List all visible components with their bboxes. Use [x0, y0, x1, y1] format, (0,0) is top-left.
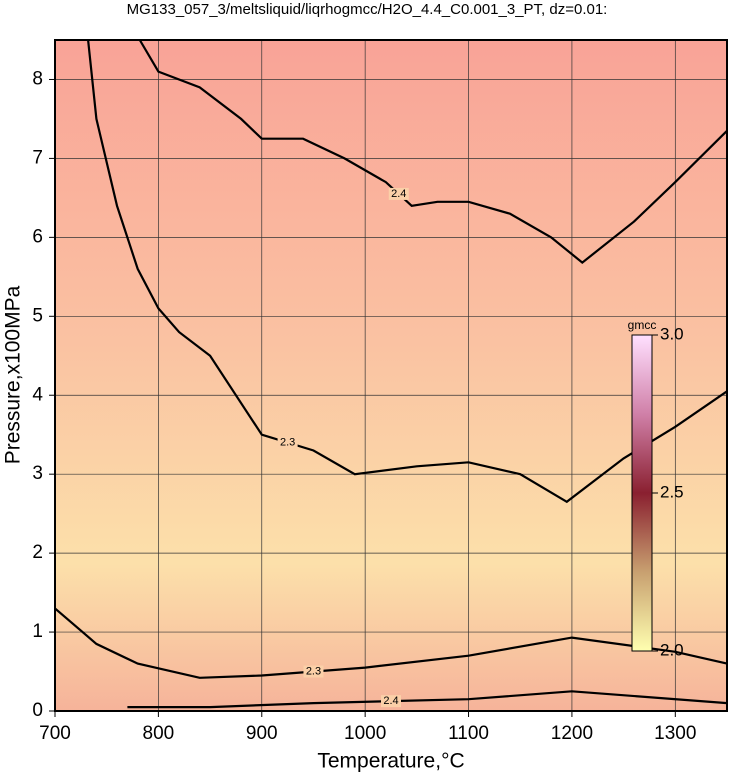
- contour-line: [87, 39, 728, 504]
- y-axis-label: Pressure,x100MPa: [2, 285, 25, 464]
- contour-label: 2.4: [383, 695, 398, 707]
- x-tick-label: 1100: [448, 723, 489, 744]
- contour-label-bg: [277, 436, 298, 449]
- x-tick-label: 700: [39, 723, 71, 744]
- colorbar-tick-label: 3.0: [660, 324, 684, 343]
- chart-title: MG133_057_3/meltsliquid/liqrhogmcc/H2O_4…: [127, 1, 608, 18]
- y-tick-label: 7: [32, 147, 43, 168]
- contour-label-bg: [381, 695, 401, 708]
- y-tick-label: 5: [32, 305, 43, 326]
- y-tick-label: 1: [32, 621, 43, 642]
- x-tick-label: 1300: [654, 723, 696, 744]
- colorbar: [631, 334, 653, 652]
- contour-line: [138, 39, 728, 265]
- y-tick-label: 8: [32, 68, 43, 89]
- x-tick-label: 1000: [344, 723, 386, 744]
- y-tick-label: 3: [32, 463, 43, 484]
- y-tick-label: 0: [32, 700, 43, 721]
- contour-label: 2.3: [280, 437, 295, 449]
- colorbar-label: gmcc: [628, 318, 657, 332]
- contour-label: 2.3: [306, 665, 321, 677]
- contour-label-bg: [303, 665, 324, 678]
- colorbar-tick-label: 2.5: [660, 482, 684, 501]
- x-tick-label: 1200: [551, 723, 593, 744]
- plot-frame: [54, 39, 728, 712]
- x-tick-label: 800: [143, 723, 175, 744]
- colorbar-tick-label: 2.0: [660, 640, 684, 659]
- contour-label: 2.4: [391, 188, 406, 200]
- x-axis-label: Temperature,°C: [317, 750, 464, 773]
- contour-label-bg: [388, 187, 409, 200]
- plot-background: [55, 40, 727, 711]
- y-tick-label: 4: [32, 384, 43, 405]
- y-tick-label: 2: [32, 542, 43, 563]
- x-tick-label: 900: [246, 723, 278, 744]
- y-tick-label: 6: [32, 226, 43, 247]
